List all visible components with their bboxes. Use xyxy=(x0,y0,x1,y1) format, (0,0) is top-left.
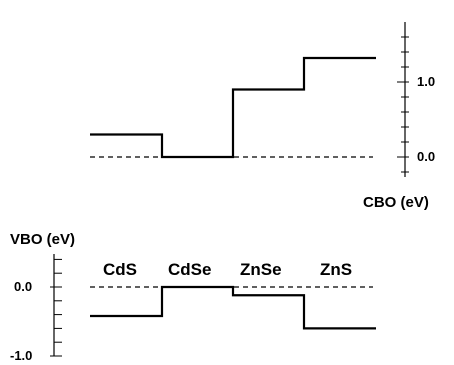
cbo-axis-label: CBO (eV) xyxy=(363,194,429,211)
vbo-tick-label-1: -1.0 xyxy=(10,348,32,363)
category-label-zns: ZnS xyxy=(320,260,352,279)
vbo-step-line xyxy=(90,285,376,330)
cbo-step-line xyxy=(90,56,376,159)
cbo-tick-label-0: 0.0 xyxy=(417,149,435,164)
vbo-axis-label: VBO (eV) xyxy=(10,231,75,248)
vbo-tick-label-0: 0.0 xyxy=(14,279,32,294)
cbo-minor-ticks xyxy=(401,36,409,173)
cbo-tick-label-1: 1.0 xyxy=(417,74,435,89)
cbo-chart: 0.0 1.0 CBO (eV) xyxy=(90,22,435,211)
category-label-cdse: CdSe xyxy=(168,260,211,279)
vbo-chart: VBO (eV) CdS CdSe ZnSe ZnS 0.0 -1.0 xyxy=(10,231,376,363)
category-label-znse: ZnSe xyxy=(240,260,282,279)
category-label-cds: CdS xyxy=(103,260,137,279)
vbo-minor-ticks xyxy=(54,258,62,343)
